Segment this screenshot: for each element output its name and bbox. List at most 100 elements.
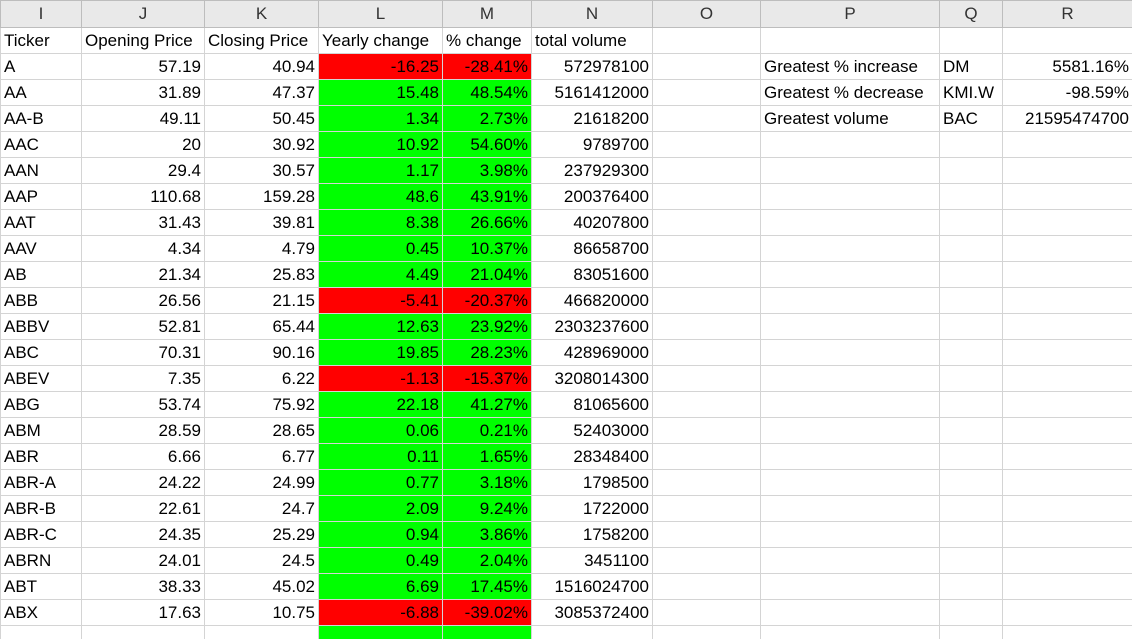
yearly-change-cell[interactable]: 1.34 bbox=[318, 105, 443, 132]
column-header-r[interactable]: R bbox=[1002, 0, 1132, 28]
empty-cell[interactable] bbox=[204, 625, 319, 639]
empty-cell[interactable] bbox=[652, 417, 761, 444]
empty-cell[interactable] bbox=[1002, 365, 1132, 392]
opening-price-cell[interactable]: 7.35 bbox=[81, 365, 205, 392]
empty-cell[interactable] bbox=[1002, 287, 1132, 314]
empty-cell[interactable] bbox=[939, 521, 1003, 548]
empty-cell[interactable] bbox=[318, 625, 443, 639]
summary-ticker-cell[interactable]: BAC bbox=[939, 105, 1003, 132]
summary-label-cell[interactable]: Greatest % decrease bbox=[760, 79, 940, 106]
percent-change-cell[interactable]: 17.45% bbox=[442, 573, 532, 600]
opening-price-cell[interactable]: 20 bbox=[81, 131, 205, 158]
empty-cell[interactable] bbox=[939, 625, 1003, 639]
percent-change-cell[interactable]: 9.24% bbox=[442, 495, 532, 522]
empty-cell[interactable] bbox=[760, 599, 940, 626]
closing-price-cell[interactable]: 40.94 bbox=[204, 53, 319, 80]
percent-change-cell[interactable]: 3.98% bbox=[442, 157, 532, 184]
ticker-cell[interactable]: ABEV bbox=[0, 365, 82, 392]
empty-cell[interactable] bbox=[81, 625, 205, 639]
empty-cell[interactable] bbox=[760, 209, 940, 236]
closing-price-cell[interactable]: 50.45 bbox=[204, 105, 319, 132]
total-volume-cell[interactable]: 3451100 bbox=[531, 547, 653, 574]
opening-price-header[interactable]: Opening Price bbox=[81, 27, 205, 54]
empty-cell[interactable] bbox=[939, 235, 1003, 262]
closing-price-cell[interactable]: 4.79 bbox=[204, 235, 319, 262]
empty-cell[interactable] bbox=[652, 131, 761, 158]
ticker-header[interactable]: Ticker bbox=[0, 27, 82, 54]
empty-cell[interactable] bbox=[939, 157, 1003, 184]
total-volume-cell[interactable]: 2303237600 bbox=[531, 313, 653, 340]
empty-cell[interactable] bbox=[760, 443, 940, 470]
opening-price-cell[interactable]: 21.34 bbox=[81, 261, 205, 288]
total-volume-cell[interactable]: 83051600 bbox=[531, 261, 653, 288]
empty-cell[interactable] bbox=[939, 261, 1003, 288]
empty-cell[interactable] bbox=[939, 391, 1003, 418]
empty-cell[interactable] bbox=[1002, 521, 1132, 548]
empty-cell[interactable] bbox=[760, 235, 940, 262]
total-volume-cell[interactable]: 572978100 bbox=[531, 53, 653, 80]
total-volume-cell[interactable]: 200376400 bbox=[531, 183, 653, 210]
empty-cell[interactable] bbox=[760, 261, 940, 288]
empty-cell[interactable] bbox=[652, 183, 761, 210]
opening-price-cell[interactable]: 110.68 bbox=[81, 183, 205, 210]
total-volume-cell[interactable]: 81065600 bbox=[531, 391, 653, 418]
opening-price-cell[interactable]: 4.34 bbox=[81, 235, 205, 262]
percent-change-cell[interactable]: -28.41% bbox=[442, 53, 532, 80]
empty-cell[interactable] bbox=[939, 573, 1003, 600]
empty-cell[interactable] bbox=[939, 417, 1003, 444]
empty-cell[interactable] bbox=[760, 547, 940, 574]
column-header-o[interactable]: O bbox=[652, 0, 761, 28]
summary-value-cell[interactable]: 5581.16% bbox=[1002, 53, 1132, 80]
total-volume-cell[interactable]: 3208014300 bbox=[531, 365, 653, 392]
empty-cell[interactable] bbox=[939, 547, 1003, 574]
opening-price-cell[interactable]: 53.74 bbox=[81, 391, 205, 418]
empty-cell[interactable] bbox=[939, 313, 1003, 340]
empty-cell[interactable] bbox=[1002, 469, 1132, 496]
column-header-n[interactable]: N bbox=[531, 0, 653, 28]
empty-cell[interactable] bbox=[760, 625, 940, 639]
ticker-cell[interactable]: ABG bbox=[0, 391, 82, 418]
empty-cell[interactable] bbox=[939, 339, 1003, 366]
ticker-cell[interactable]: ABR bbox=[0, 443, 82, 470]
empty-cell[interactable] bbox=[652, 443, 761, 470]
total-volume-cell[interactable]: 428969000 bbox=[531, 339, 653, 366]
opening-price-cell[interactable]: 31.89 bbox=[81, 79, 205, 106]
empty-cell[interactable] bbox=[0, 625, 82, 639]
ticker-cell[interactable]: ABB bbox=[0, 287, 82, 314]
ticker-cell[interactable]: ABT bbox=[0, 573, 82, 600]
summary-ticker-cell[interactable]: KMI.W bbox=[939, 79, 1003, 106]
empty-cell[interactable] bbox=[652, 261, 761, 288]
yearly-change-cell[interactable]: -5.41 bbox=[318, 287, 443, 314]
ticker-cell[interactable]: AAC bbox=[0, 131, 82, 158]
percent-change-cell[interactable]: 3.18% bbox=[442, 469, 532, 496]
empty-cell[interactable] bbox=[1002, 339, 1132, 366]
summary-label-cell[interactable]: Greatest volume bbox=[760, 105, 940, 132]
yearly-change-cell[interactable]: 10.92 bbox=[318, 131, 443, 158]
closing-price-cell[interactable]: 6.22 bbox=[204, 365, 319, 392]
empty-cell[interactable] bbox=[1002, 547, 1132, 574]
total-volume-header[interactable]: total volume bbox=[531, 27, 653, 54]
empty-cell[interactable] bbox=[939, 443, 1003, 470]
yearly-change-cell[interactable]: 0.45 bbox=[318, 235, 443, 262]
percent-change-cell[interactable]: 41.27% bbox=[442, 391, 532, 418]
ticker-cell[interactable]: AAV bbox=[0, 235, 82, 262]
ticker-cell[interactable]: A bbox=[0, 53, 82, 80]
yearly-change-cell[interactable]: 0.49 bbox=[318, 547, 443, 574]
opening-price-cell[interactable]: 22.61 bbox=[81, 495, 205, 522]
empty-cell[interactable] bbox=[652, 105, 761, 132]
total-volume-cell[interactable]: 3085372400 bbox=[531, 599, 653, 626]
closing-price-cell[interactable]: 24.5 bbox=[204, 547, 319, 574]
yearly-change-cell[interactable]: 0.06 bbox=[318, 417, 443, 444]
empty-cell[interactable] bbox=[531, 625, 653, 639]
total-volume-cell[interactable]: 9789700 bbox=[531, 131, 653, 158]
closing-price-cell[interactable]: 45.02 bbox=[204, 573, 319, 600]
yearly-change-cell[interactable]: 0.77 bbox=[318, 469, 443, 496]
percent-change-cell[interactable]: 21.04% bbox=[442, 261, 532, 288]
empty-cell[interactable] bbox=[652, 339, 761, 366]
ticker-cell[interactable]: ABM bbox=[0, 417, 82, 444]
empty-cell[interactable] bbox=[1002, 313, 1132, 340]
empty-cell[interactable] bbox=[760, 183, 940, 210]
empty-cell[interactable] bbox=[652, 287, 761, 314]
empty-cell[interactable] bbox=[652, 157, 761, 184]
empty-cell[interactable] bbox=[1002, 443, 1132, 470]
